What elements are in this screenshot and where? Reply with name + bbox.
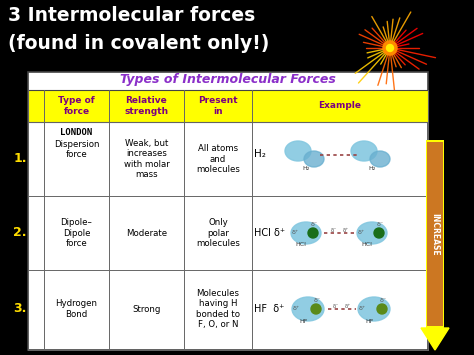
FancyBboxPatch shape [427, 142, 443, 326]
FancyBboxPatch shape [426, 140, 444, 328]
Text: H₂: H₂ [368, 166, 375, 171]
Text: H₂: H₂ [254, 149, 266, 159]
Text: δ⁻: δ⁻ [380, 297, 387, 302]
Text: δ⁻: δ⁻ [376, 223, 383, 228]
Text: δ⁻: δ⁻ [330, 229, 337, 234]
Ellipse shape [285, 141, 311, 161]
Text: H₂: H₂ [302, 166, 310, 171]
Text: Dispersion
force: Dispersion force [54, 140, 99, 159]
Ellipse shape [351, 141, 377, 161]
Text: Only
polar
molecules: Only polar molecules [196, 218, 240, 248]
Text: HF: HF [366, 319, 374, 324]
Text: HCl δ⁺: HCl δ⁺ [254, 228, 285, 238]
FancyBboxPatch shape [28, 90, 428, 122]
Text: Strong: Strong [132, 305, 161, 313]
Text: Present
in: Present in [198, 96, 238, 116]
Text: 1.: 1. [13, 153, 27, 165]
Text: HF: HF [300, 319, 308, 324]
Text: LONDON: LONDON [60, 128, 92, 137]
Text: δ⁺: δ⁺ [342, 229, 348, 234]
Text: 3.: 3. [14, 302, 27, 316]
Text: HCl: HCl [296, 242, 306, 247]
Text: Dipole–
Dipole
force: Dipole– Dipole force [61, 218, 92, 248]
Text: δ⁻: δ⁻ [310, 223, 318, 228]
Text: δ⁺: δ⁺ [292, 230, 299, 235]
Text: All atoms
and
molecules: All atoms and molecules [196, 144, 240, 174]
FancyBboxPatch shape [28, 72, 428, 350]
Text: δ⁻: δ⁻ [313, 297, 320, 302]
Text: 2.: 2. [13, 226, 27, 240]
Text: Example: Example [319, 102, 362, 110]
Circle shape [377, 304, 387, 314]
Ellipse shape [358, 297, 390, 321]
Text: Moderate: Moderate [126, 229, 167, 237]
Text: (found in covalent only!): (found in covalent only!) [8, 34, 269, 53]
Circle shape [311, 304, 321, 314]
Text: Molecules
having H
bonded to
F, O, or N: Molecules having H bonded to F, O, or N [196, 289, 240, 329]
Circle shape [374, 228, 384, 238]
Text: HCl: HCl [362, 242, 373, 247]
Text: δ⁺: δ⁺ [345, 305, 351, 310]
Text: INCREASE: INCREASE [430, 213, 439, 255]
Ellipse shape [357, 222, 387, 244]
Polygon shape [421, 328, 449, 350]
Text: Relative
strength: Relative strength [125, 96, 169, 116]
Text: δ⁺: δ⁺ [358, 306, 365, 311]
Text: Types of Intermolecular Forces: Types of Intermolecular Forces [120, 73, 336, 86]
Text: δ⁺: δ⁺ [357, 230, 365, 235]
Text: δ⁺: δ⁺ [292, 306, 300, 311]
Text: δ⁻: δ⁻ [333, 305, 339, 310]
Circle shape [386, 44, 393, 51]
Text: Hydrogen
Bond: Hydrogen Bond [55, 299, 98, 319]
Text: Type of
force: Type of force [58, 96, 95, 116]
Ellipse shape [292, 297, 324, 321]
Text: HF  δ⁺: HF δ⁺ [254, 304, 284, 314]
Ellipse shape [370, 151, 390, 167]
Text: Weak, but
increases
with molar
mass: Weak, but increases with molar mass [124, 139, 169, 179]
Ellipse shape [304, 151, 324, 167]
Ellipse shape [291, 222, 321, 244]
Text: 3 Intermolecular forces: 3 Intermolecular forces [8, 6, 255, 25]
Circle shape [383, 41, 397, 55]
Circle shape [308, 228, 318, 238]
